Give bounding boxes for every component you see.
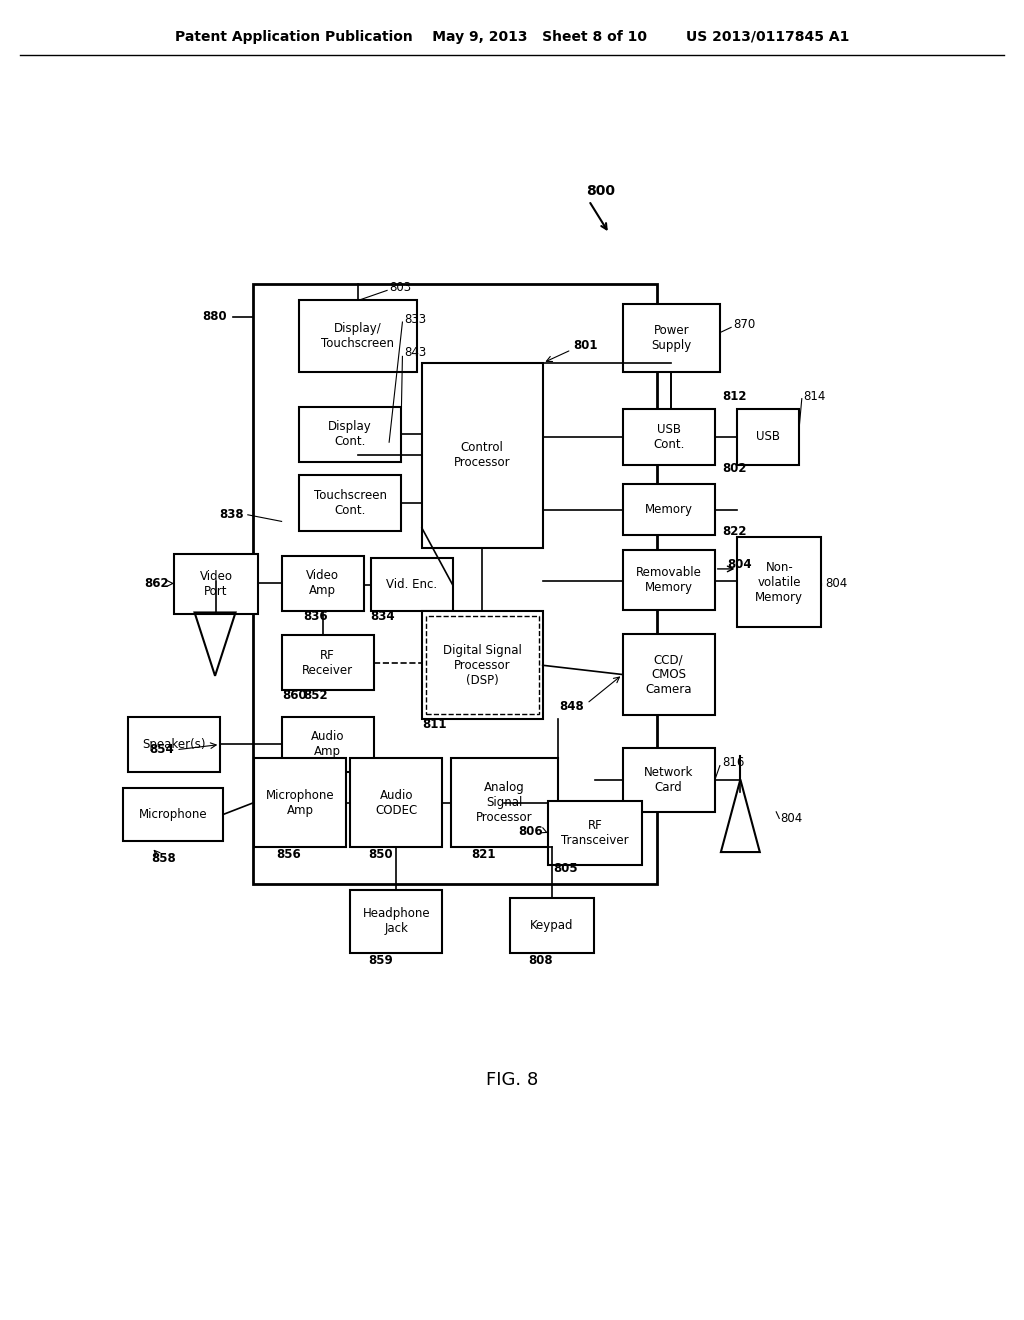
Text: 858: 858 [152,851,176,865]
Text: 850: 850 [369,847,393,861]
Text: 834: 834 [371,610,395,623]
FancyBboxPatch shape [548,801,642,865]
Text: 836: 836 [303,610,328,623]
Text: RF
Receiver: RF Receiver [302,648,353,677]
FancyBboxPatch shape [123,788,223,841]
Text: 822: 822 [722,525,746,539]
FancyBboxPatch shape [254,758,346,847]
FancyBboxPatch shape [422,611,543,719]
Text: Digital Signal
Processor
(DSP): Digital Signal Processor (DSP) [442,644,522,686]
Text: 804: 804 [727,558,752,572]
Text: 870: 870 [733,318,756,331]
FancyBboxPatch shape [510,898,594,953]
Text: Touchscreen
Cont.: Touchscreen Cont. [313,488,387,517]
Text: 803: 803 [389,281,412,294]
Text: Display/
Touchscreen: Display/ Touchscreen [322,322,394,350]
FancyBboxPatch shape [282,556,364,611]
Text: 860: 860 [283,689,307,702]
Text: 854: 854 [150,743,174,756]
FancyBboxPatch shape [623,409,715,465]
FancyBboxPatch shape [623,484,715,535]
Text: 811: 811 [422,718,446,731]
FancyBboxPatch shape [253,284,657,884]
FancyBboxPatch shape [737,409,799,465]
Text: Power
Supply: Power Supply [651,323,691,352]
FancyBboxPatch shape [451,758,558,847]
Text: 812: 812 [722,389,746,403]
Text: Microphone: Microphone [138,808,208,821]
Text: 856: 856 [276,847,301,861]
Text: 806: 806 [518,825,543,838]
Text: CCD/
CMOS
Camera: CCD/ CMOS Camera [645,653,692,696]
Text: Removable
Memory: Removable Memory [636,566,701,594]
Text: 804: 804 [825,577,848,590]
Text: Patent Application Publication    May 9, 2013   Sheet 8 of 10        US 2013/011: Patent Application Publication May 9, 20… [175,30,849,44]
Text: Memory: Memory [645,503,692,516]
Text: 800: 800 [586,185,614,198]
Text: 843: 843 [404,346,427,359]
FancyBboxPatch shape [623,304,720,372]
Text: USB: USB [756,430,780,444]
Text: Microphone
Amp: Microphone Amp [265,788,335,817]
Text: 859: 859 [369,954,393,968]
FancyBboxPatch shape [299,475,401,531]
FancyBboxPatch shape [282,717,374,772]
Text: 808: 808 [528,954,553,968]
Text: Network
Card: Network Card [644,766,693,795]
Text: 852: 852 [303,689,328,702]
Text: RF
Transceiver: RF Transceiver [561,818,629,847]
FancyBboxPatch shape [623,634,715,715]
Text: Analog
Signal
Processor: Analog Signal Processor [476,781,532,824]
Text: 862: 862 [144,577,169,590]
FancyBboxPatch shape [299,407,401,462]
FancyBboxPatch shape [371,558,453,611]
Text: Keypad: Keypad [530,919,573,932]
Text: Speaker(s): Speaker(s) [142,738,206,751]
Text: 804: 804 [780,812,803,825]
FancyBboxPatch shape [128,717,220,772]
FancyBboxPatch shape [174,554,258,614]
Text: FIG. 8: FIG. 8 [485,1071,539,1089]
Text: 802: 802 [722,462,746,475]
Text: 816: 816 [722,756,744,770]
FancyBboxPatch shape [623,748,715,812]
Text: Audio
Amp: Audio Amp [311,730,344,759]
Text: 838: 838 [219,508,244,521]
Text: Headphone
Jack: Headphone Jack [362,907,430,936]
FancyBboxPatch shape [623,550,715,610]
FancyBboxPatch shape [737,537,821,627]
Text: 821: 821 [471,847,496,861]
Text: 814: 814 [803,389,825,403]
FancyBboxPatch shape [299,300,417,372]
Text: 880: 880 [203,310,227,323]
Text: 801: 801 [573,339,598,352]
Text: 805: 805 [553,862,578,875]
Text: USB
Cont.: USB Cont. [653,422,684,451]
Text: Control
Processor: Control Processor [454,441,511,470]
Text: Video
Port: Video Port [200,570,232,598]
FancyBboxPatch shape [350,890,442,953]
FancyBboxPatch shape [282,635,374,690]
Text: Audio
CODEC: Audio CODEC [375,788,418,817]
Text: 833: 833 [404,313,427,326]
Text: 848: 848 [559,700,584,713]
Text: Vid. Enc.: Vid. Enc. [386,578,437,591]
Text: Video
Amp: Video Amp [306,569,339,598]
FancyBboxPatch shape [350,758,442,847]
Text: Display
Cont.: Display Cont. [329,420,372,449]
FancyBboxPatch shape [422,363,543,548]
Text: Non-
volatile
Memory: Non- volatile Memory [756,561,803,603]
